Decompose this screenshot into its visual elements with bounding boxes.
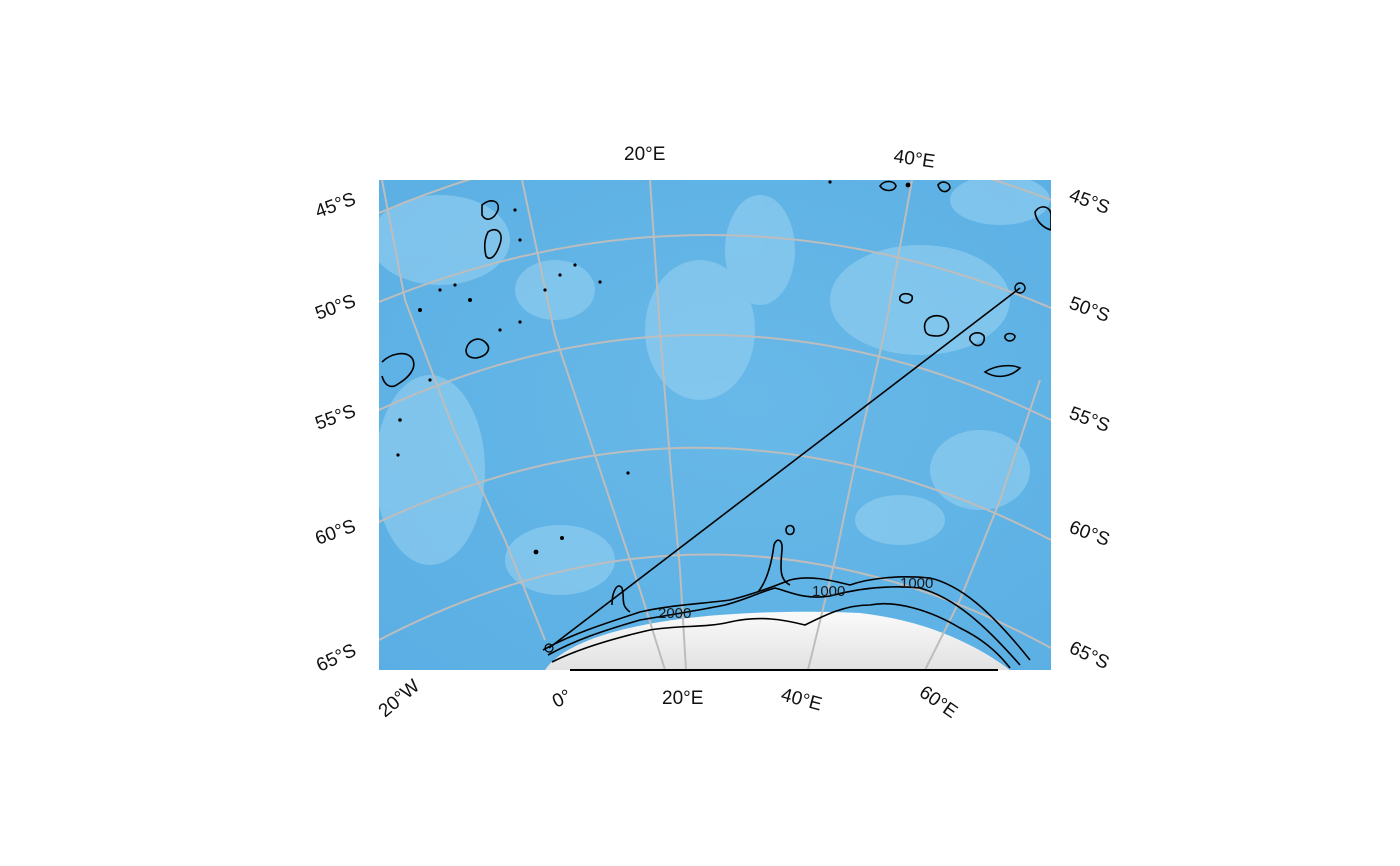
scattered-seamounts <box>396 180 911 555</box>
left-label-55s: 55°S <box>313 401 359 435</box>
transect-end-marker <box>1014 282 1026 294</box>
map-panel: 2000 1000 1000 <box>379 180 1051 670</box>
heard-plateau-contour <box>983 364 1022 378</box>
south-georgia-contour <box>465 338 490 359</box>
parallel-55s <box>379 333 1051 421</box>
meridian-20w <box>381 180 546 641</box>
crozet-island-2 <box>969 331 986 347</box>
bottom-label-0: 0° <box>549 686 574 713</box>
south-sandwich-arc <box>381 352 415 388</box>
bottom-axis-labels: 20°W 0° 20°E 40°E 60°E <box>375 676 961 723</box>
shelf-contour-inner <box>551 602 1011 669</box>
ridge-contour-north <box>483 228 502 260</box>
ne-island-cluster <box>879 180 1051 231</box>
parallel-65s <box>379 553 1051 649</box>
falklands-contour <box>481 200 500 220</box>
peninsula-contour <box>611 585 631 613</box>
right-axis-labels: 45°S 50°S 55°S 60°S 65°S <box>1066 185 1112 674</box>
ridge-contour <box>757 539 791 593</box>
bouvet-ring <box>785 524 795 536</box>
meridian-0 <box>521 180 666 670</box>
transect-start-marker <box>544 643 554 653</box>
shelf-contour-middle <box>547 586 1021 666</box>
shelf-contour-outer <box>542 576 1031 661</box>
left-axis-labels: 45°S 50°S 55°S 60°S 65°S <box>313 189 360 677</box>
top-axis-labels: 20°E 40°E <box>624 144 936 173</box>
transect-line <box>548 287 1021 649</box>
bottom-label-20w: 20°W <box>375 676 424 722</box>
bottom-label-60e: 60°E <box>915 682 961 723</box>
bottom-label-20e: 20°E <box>662 688 703 709</box>
right-label-65s: 65°S <box>1066 637 1112 674</box>
contour-label-1000-b: 1000 <box>900 575 933 592</box>
top-label-20e: 20°E <box>624 144 665 165</box>
parallel-60s <box>379 446 1051 541</box>
right-label-60s: 60°S <box>1066 517 1112 551</box>
graticule <box>379 180 1051 670</box>
left-label-60s: 60°S <box>313 516 359 550</box>
right-label-55s: 55°S <box>1066 403 1112 437</box>
parallel-50s <box>379 233 1051 309</box>
right-label-45s: 45°S <box>1066 185 1112 219</box>
crozet-island-1 <box>898 292 914 304</box>
right-label-50s: 50°S <box>1066 293 1112 327</box>
left-label-45s: 45°S <box>313 189 359 223</box>
top-label-40e: 40°E <box>892 146 936 173</box>
kerguelen-seamount-contour <box>923 314 950 337</box>
marion-island <box>1004 332 1016 342</box>
left-label-65s: 65°S <box>313 640 359 677</box>
bottom-label-40e: 40°E <box>779 685 824 716</box>
contour-label-2000: 2000 <box>658 605 691 622</box>
meridian-20e <box>649 180 687 670</box>
contour-label-1000-a: 1000 <box>812 583 845 600</box>
left-label-50s: 50°S <box>313 291 359 325</box>
meridian-60e <box>924 379 1041 670</box>
bathymetry-contours <box>381 180 1051 669</box>
